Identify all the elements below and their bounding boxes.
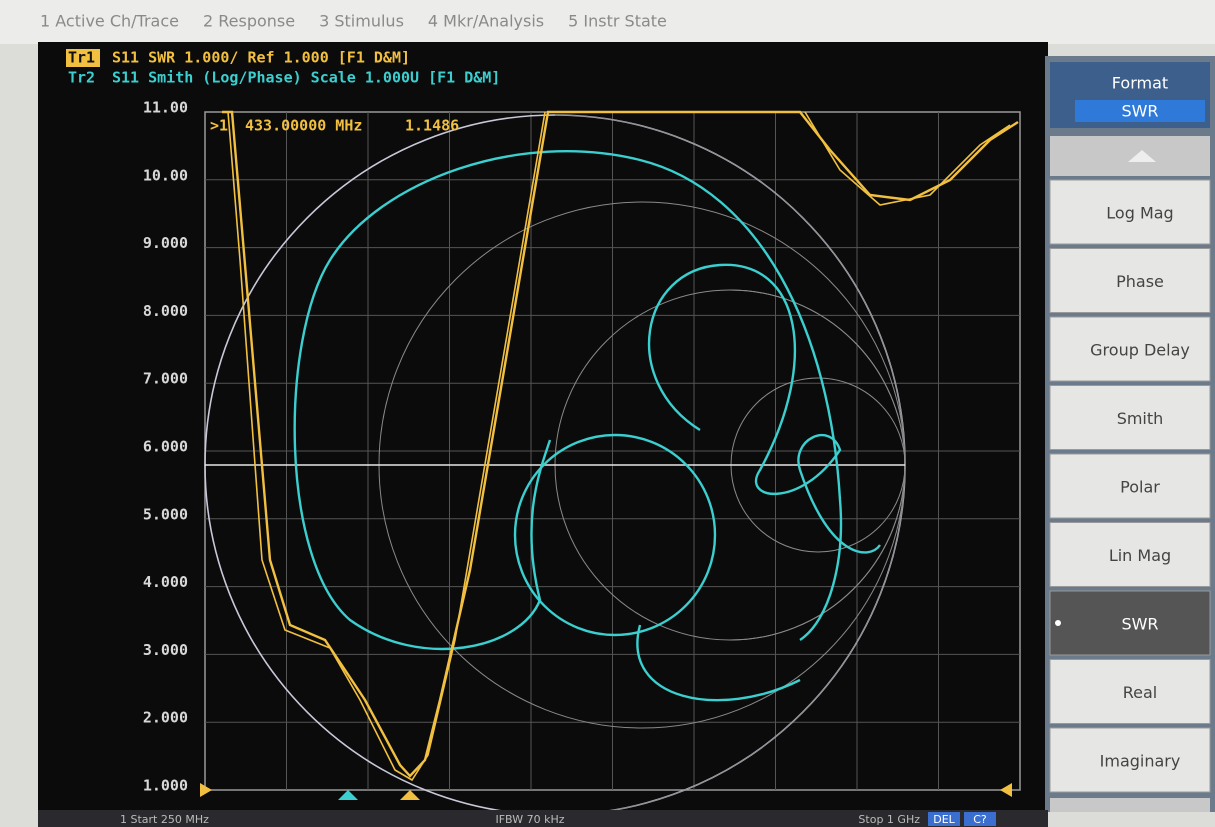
analyzer-screen: 11.00 10.00 9.000 8.000 7.000 6.000 5.000 4.000… [0,0,1215,827]
softkey-label: Polar [1120,478,1160,497]
y-axis-label: 10.00 [143,166,188,184]
trace-settings: S11 Smith (Log/Phase) Scale 1.000U [F1 D… [112,69,500,87]
y-axis-label: 1.000 [143,777,188,795]
menu-item[interactable]: 1 Active Ch/Trace [40,12,179,31]
marker-stimulus: 433.00000 MHz [245,117,362,135]
y-axis-label: 8.000 [143,302,188,320]
marker-id: >1 [210,117,228,135]
softkey-current: SWR [1121,102,1158,121]
y-axis-label: 5.000 [143,505,188,523]
y-axis-label: 9.000 [143,234,188,252]
softkey-label: Imaginary [1100,752,1181,771]
page: 11.00 10.00 9.000 8.000 7.000 6.000 5.000 4.000… [0,0,1215,827]
softkey-label: Group Delay [1090,341,1190,360]
softkey-label: Lin Mag [1109,546,1171,565]
y-axis-label: 7.000 [143,370,188,388]
status-stop: Stop 1 GHz [858,813,920,826]
menu-item[interactable]: 5 Instr State [568,12,667,31]
menu-item[interactable]: 4 Mkr/Analysis [428,12,544,31]
softkey-label: Log Mag [1106,204,1173,223]
softkey-label: SWR [1121,615,1158,634]
menu-item[interactable]: 2 Response [203,12,295,31]
softkey-label: Smith [1117,409,1164,428]
trace-settings: S11 SWR 1.000/ Ref 1.000 [F1 D&M] [112,49,410,67]
softkey-title: Format [1112,74,1168,93]
y-axis-label: 4.000 [143,573,188,591]
scroll-down[interactable] [1050,798,1210,812]
status-ifbw: IFBW 70 kHz [495,813,564,826]
y-axis-label: 3.000 [143,641,188,659]
y-axis-label: 6.000 [143,438,188,456]
softkey-label: Phase [1116,272,1164,291]
menu-item[interactable]: 3 Stimulus [319,12,404,31]
y-axis-label: 11.00 [143,99,188,117]
y-axis-label: 2.000 [143,709,188,727]
status-start: 1 Start 250 MHz [120,813,209,826]
scroll-up[interactable] [1050,136,1210,176]
trace-id: Tr2 [68,69,95,87]
selected-dot [1055,620,1061,626]
status-flag: C? [973,813,987,826]
trace-id: Tr1 [68,49,95,67]
marker-value: 1.1486 [405,117,459,135]
softkey-label: Real [1123,683,1158,702]
status-flag: DEL [933,813,955,826]
